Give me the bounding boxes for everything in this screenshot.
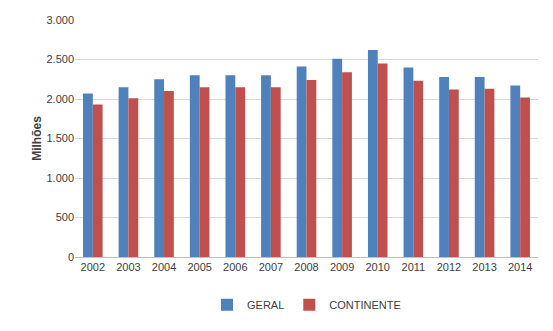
svg-text:2011: 2011 [402, 261, 426, 273]
svg-text:GERAL: GERAL [247, 299, 284, 311]
svg-text:0: 0 [68, 251, 74, 263]
svg-text:2007: 2007 [259, 261, 283, 273]
svg-text:Milhões: Milhões [30, 116, 44, 161]
svg-text:500: 500 [56, 211, 74, 223]
svg-text:1.000: 1.000 [46, 172, 74, 184]
svg-text:1.500: 1.500 [46, 132, 74, 144]
svg-text:2009: 2009 [330, 261, 354, 273]
svg-text:2010: 2010 [365, 261, 389, 273]
svg-text:2013: 2013 [472, 261, 496, 273]
svg-text:2005: 2005 [187, 261, 211, 273]
svg-text:2004: 2004 [152, 261, 176, 273]
svg-text:2014: 2014 [508, 261, 532, 273]
svg-text:2.000: 2.000 [46, 93, 74, 105]
svg-text:3.000: 3.000 [46, 14, 74, 26]
svg-text:2012: 2012 [437, 261, 461, 273]
svg-text:2002: 2002 [81, 261, 105, 273]
svg-text:2006: 2006 [223, 261, 247, 273]
svg-text:2008: 2008 [294, 261, 318, 273]
svg-text:2.500: 2.500 [46, 53, 74, 65]
svg-text:2003: 2003 [116, 261, 140, 273]
svg-text:CONTINENTE: CONTINENTE [329, 299, 401, 311]
